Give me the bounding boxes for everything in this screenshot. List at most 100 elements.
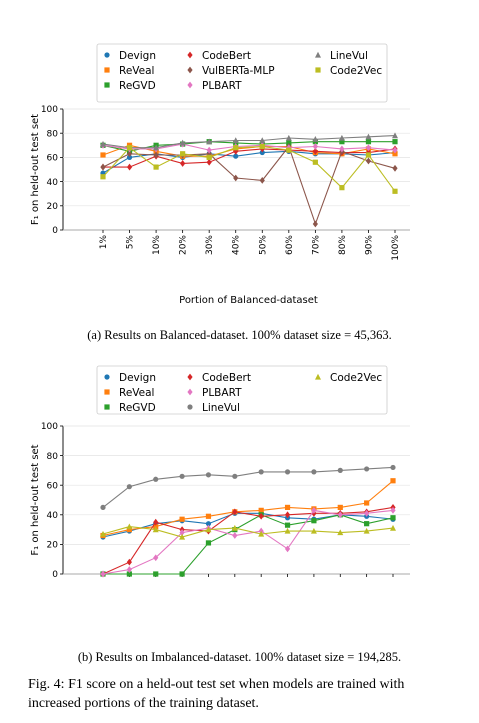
data-point-1-6 — [233, 153, 239, 159]
data-point-4-2 — [126, 558, 132, 566]
data-point-5-1 — [100, 570, 106, 578]
data-point-3-2 — [126, 571, 132, 577]
subcaption-imbalanced: (b) Results on Imbalanced-dataset. 100% … — [77, 650, 402, 664]
legend-marker-3 — [104, 82, 110, 88]
legend-label-1: Devign — [119, 50, 156, 62]
data-point-5-6 — [233, 174, 239, 182]
data-point-7-9 — [310, 527, 317, 534]
data-point-3-8 — [284, 522, 291, 528]
y-tick-label-0: 0 — [52, 226, 58, 236]
data-point-3-10 — [339, 139, 345, 145]
legend-marker-4 — [187, 51, 193, 59]
y-tick-label-20: 20 — [47, 202, 59, 212]
legend-marker-4 — [187, 373, 193, 381]
data-point-6-10 — [337, 467, 343, 473]
data-point-3-5 — [205, 540, 212, 546]
legend-label-4: CodeBert — [202, 50, 251, 62]
y-tick-label-100: 100 — [41, 422, 58, 432]
data-point-7-12 — [390, 524, 396, 531]
series-line-5 — [102, 509, 394, 575]
data-point-3-11 — [365, 139, 372, 145]
data-point-2-1 — [100, 152, 106, 158]
series-line-3 — [103, 514, 394, 575]
data-point-8-12 — [392, 188, 398, 194]
data-point-7-6 — [232, 137, 239, 144]
series-line-2 — [102, 480, 394, 537]
series-a-8 — [100, 143, 398, 194]
series-line-6 — [102, 466, 394, 508]
legend-label-3: ReGVD — [119, 402, 156, 414]
data-point-8-8 — [286, 147, 292, 153]
data-point-5-9 — [312, 220, 318, 228]
x-tick-label-2: 5% — [126, 235, 136, 250]
legend-marker-6 — [187, 81, 193, 89]
data-point-7-10 — [338, 134, 345, 141]
data-point-5-12 — [390, 506, 396, 514]
data-point-6-7 — [258, 469, 264, 475]
y-axis-title-a: F₁ on held-out test set — [30, 114, 41, 225]
data-point-7-5 — [206, 138, 213, 145]
legend-label-6: PLBART — [202, 80, 242, 92]
data-point-5-3 — [153, 554, 159, 562]
legend-label-8: Code2Vec — [330, 65, 382, 77]
legend-marker-7 — [315, 373, 321, 380]
data-point-6-3 — [153, 476, 159, 482]
series-a-7 — [100, 132, 398, 151]
data-point-8-5 — [206, 154, 212, 160]
x-tick-label-3: 10% — [152, 235, 162, 255]
data-point-7-8 — [285, 134, 292, 141]
y-tick-label-60: 60 — [47, 481, 59, 491]
legend-a: Devign ReVeal ReGVD CodeBert VulBERTa-MLP PLB… — [96, 43, 388, 103]
y-tick-label-80: 80 — [47, 129, 59, 139]
data-point-1-5 — [205, 521, 212, 527]
data-point-5-4 — [179, 529, 185, 536]
series-line-5 — [102, 145, 396, 226]
x-tick-label-5: 30% — [205, 235, 215, 255]
data-point-8-9 — [312, 159, 318, 165]
data-point-6-1 — [100, 504, 106, 510]
data-point-8-3 — [153, 164, 159, 170]
legend-frame — [96, 43, 388, 103]
data-point-3-12 — [390, 515, 396, 521]
data-point-7-7 — [258, 530, 265, 537]
data-point-1-7 — [259, 149, 265, 156]
data-point-7-9 — [312, 136, 319, 142]
data-point-7-1 — [100, 140, 106, 147]
chart-imbalanced: Devign ReVeal ReGVD CodeBert PLBART LineVul Co… — [30, 365, 410, 580]
data-point-8-11 — [365, 152, 372, 158]
data-point-2-4 — [179, 516, 185, 522]
data-point-6-12 — [390, 464, 396, 471]
data-point-7-6 — [231, 524, 238, 531]
data-point-6-8 — [284, 469, 291, 475]
legend-marker-8 — [315, 67, 321, 73]
data-point-5-10 — [337, 511, 343, 519]
data-point-4-7 — [258, 512, 264, 520]
data-point-8-4 — [180, 151, 186, 157]
legend-label-1: Devign — [119, 372, 156, 384]
y-tick-label-20: 20 — [47, 541, 59, 551]
x-tick-label-8: 60% — [285, 235, 295, 255]
data-point-5-9 — [311, 506, 317, 514]
legend-marker-2 — [104, 389, 110, 395]
y-tick-label-80: 80 — [47, 452, 59, 462]
data-point-5-7 — [259, 176, 265, 184]
x-tick-label-10: 80% — [338, 235, 348, 255]
data-point-2-5 — [205, 513, 212, 519]
legend-label-6: LineVul — [202, 402, 240, 414]
legend-b: Devign ReVeal ReGVD CodeBert PLBART LineVul Co… — [96, 365, 388, 415]
data-point-2-7 — [258, 507, 264, 513]
data-point-7-10 — [337, 529, 344, 536]
x-tick-label-7: 50% — [258, 235, 268, 255]
legend-marker-2 — [104, 67, 110, 73]
y-tick-label-40: 40 — [47, 178, 59, 188]
data-point-5-11 — [364, 509, 370, 517]
legend-label-2: ReVeal — [119, 387, 154, 399]
data-point-4-6 — [232, 508, 238, 516]
data-point-7-3 — [153, 144, 160, 151]
x-tick-label-1: 1% — [99, 235, 109, 250]
data-point-7-4 — [179, 533, 186, 540]
data-point-7-2 — [126, 523, 133, 530]
data-point-8-2 — [126, 145, 133, 151]
data-point-5-6 — [232, 532, 238, 539]
